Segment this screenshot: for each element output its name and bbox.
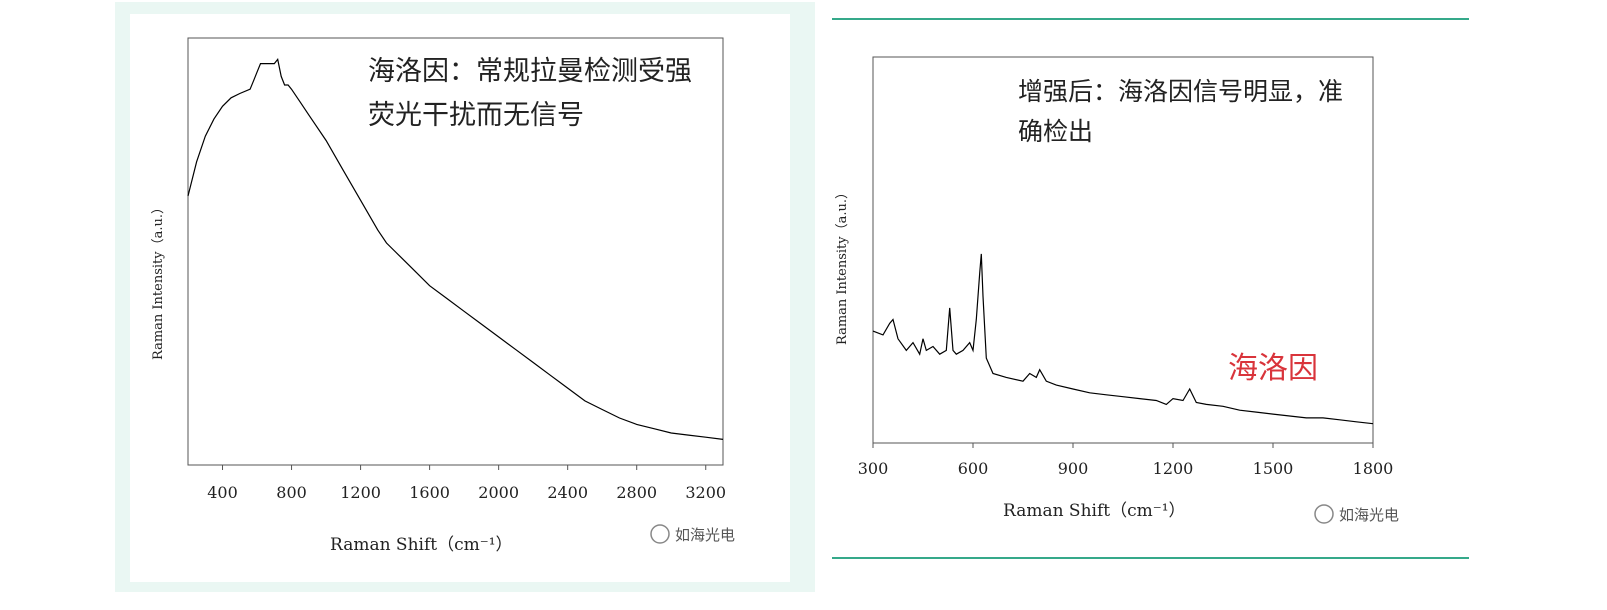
x-tick-label: 300 <box>858 459 889 478</box>
x-tick-label: 2800 <box>616 483 657 502</box>
chart-left-annotation-line2: 荧光干扰而无信号 <box>368 100 584 131</box>
chart-right-y-axis-label: Raman Intensity（a.u.） <box>835 186 850 345</box>
x-tick-label: 800 <box>276 483 307 502</box>
chart-right-plot-frame <box>872 56 1374 444</box>
chart-left-y-axis-label: Raman Intensity（a.u.） <box>151 201 166 360</box>
x-tick-label: 400 <box>207 483 238 502</box>
x-tick-label: 2000 <box>478 483 519 502</box>
x-tick-label: 1600 <box>409 483 450 502</box>
chart-right-annotation-line1: 增强后：海洛因信号明显，准 <box>1018 77 1343 106</box>
wechat-icon <box>650 524 670 544</box>
chart-right-series-line <box>872 253 1374 425</box>
chart-right-series-label: 海洛因 <box>1228 351 1318 386</box>
chart-left-watermark-text: 如海光电 <box>675 526 735 544</box>
x-tick-label: 3200 <box>685 483 726 502</box>
chart-left-annotation-line1: 海洛因：常规拉曼检测受强 <box>368 56 692 87</box>
chart-right-watermark: 如海光电 <box>1314 504 1399 524</box>
chart-left-watermark: 如海光电 <box>650 524 735 544</box>
chart-left-x-axis-label: Raman Shift（cm⁻¹） <box>330 535 513 555</box>
chart-right-watermark-text: 如海光电 <box>1339 506 1399 524</box>
top-divider <box>832 18 1469 20</box>
chart-left-plot-frame <box>187 37 724 466</box>
chart-right-x-axis-label: Raman Shift（cm⁻¹） <box>1003 501 1186 521</box>
x-tick-label: 1200 <box>1153 459 1194 478</box>
x-tick-label: 900 <box>1058 459 1089 478</box>
chart-right-annotation-line2: 确检出 <box>1018 117 1093 146</box>
x-tick-label: 1200 <box>340 483 381 502</box>
x-tick-label: 1800 <box>1353 459 1394 478</box>
x-tick-label: 600 <box>958 459 989 478</box>
wechat-icon <box>1314 504 1334 524</box>
bottom-divider <box>832 557 1469 559</box>
x-tick-label: 2400 <box>547 483 588 502</box>
x-tick-label: 1500 <box>1253 459 1294 478</box>
chart-left-background <box>130 14 790 582</box>
chart-left-series-line <box>187 58 724 440</box>
